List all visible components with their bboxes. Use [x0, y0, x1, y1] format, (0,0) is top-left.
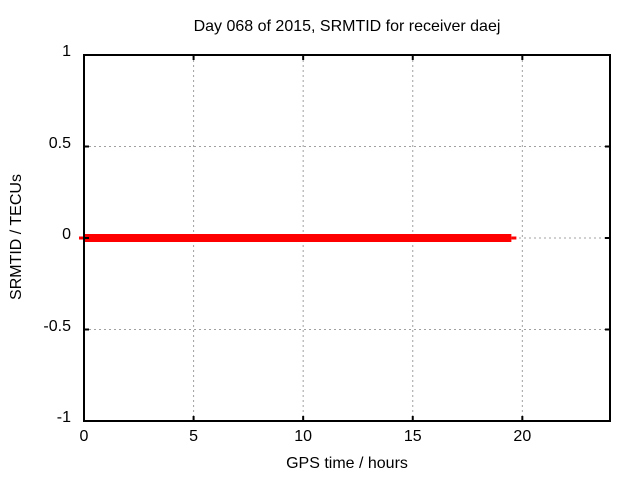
y-tick-label: 1 — [62, 43, 71, 60]
y-tick-label: 0 — [62, 226, 71, 243]
chart-title: Day 068 of 2015, SRMTID for receiver dae… — [193, 18, 501, 35]
x-tick-label: 15 — [403, 428, 422, 445]
x-tick-label: 5 — [189, 428, 199, 445]
x-axis-label: GPS time / hours — [286, 455, 408, 472]
x-tick-label: 0 — [79, 428, 89, 445]
y-tick-label: -1 — [56, 409, 71, 426]
y-tick-label: 0.5 — [48, 134, 71, 152]
y-tick-label: -0.5 — [43, 317, 71, 335]
x-tick-label: 10 — [294, 428, 313, 445]
x-tick-label: 20 — [513, 428, 532, 445]
